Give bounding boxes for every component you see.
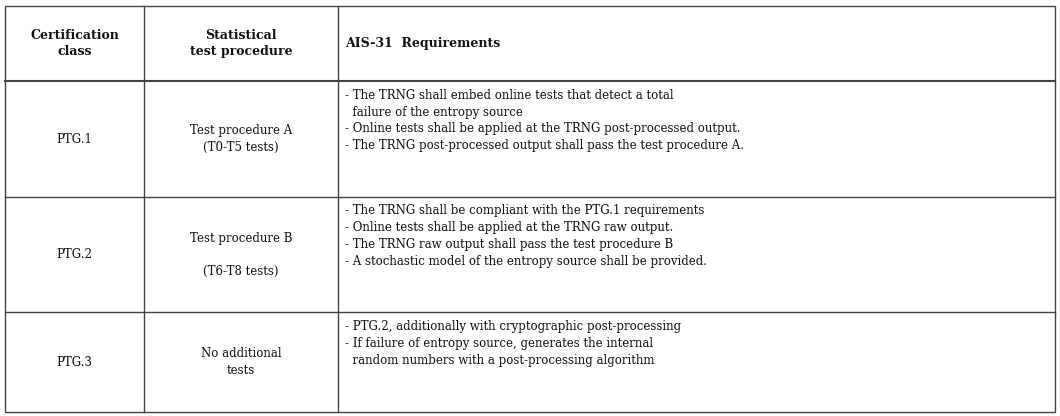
- Text: Test procedure B

(T6-T8 tests): Test procedure B (T6-T8 tests): [190, 232, 293, 277]
- Text: - PTG.2, additionally with cryptographic post-processing
- If failure of entropy: - PTG.2, additionally with cryptographic…: [346, 320, 682, 366]
- Text: PTG.2: PTG.2: [56, 248, 92, 261]
- Text: - The TRNG shall be compliant with the PTG.1 requirements
- Online tests shall b: - The TRNG shall be compliant with the P…: [346, 204, 707, 268]
- Text: PTG.3: PTG.3: [56, 356, 92, 369]
- Text: Certification
class: Certification class: [30, 29, 119, 58]
- Text: No additional
tests: No additional tests: [200, 347, 281, 377]
- Text: - The TRNG shall embed online tests that detect a total
  failure of the entropy: - The TRNG shall embed online tests that…: [346, 89, 744, 152]
- Text: Statistical
test procedure: Statistical test procedure: [190, 29, 293, 58]
- Text: Test procedure A
(T0-T5 tests): Test procedure A (T0-T5 tests): [190, 124, 292, 154]
- Text: AIS-31  Requirements: AIS-31 Requirements: [346, 37, 500, 50]
- Text: PTG.1: PTG.1: [56, 133, 92, 146]
